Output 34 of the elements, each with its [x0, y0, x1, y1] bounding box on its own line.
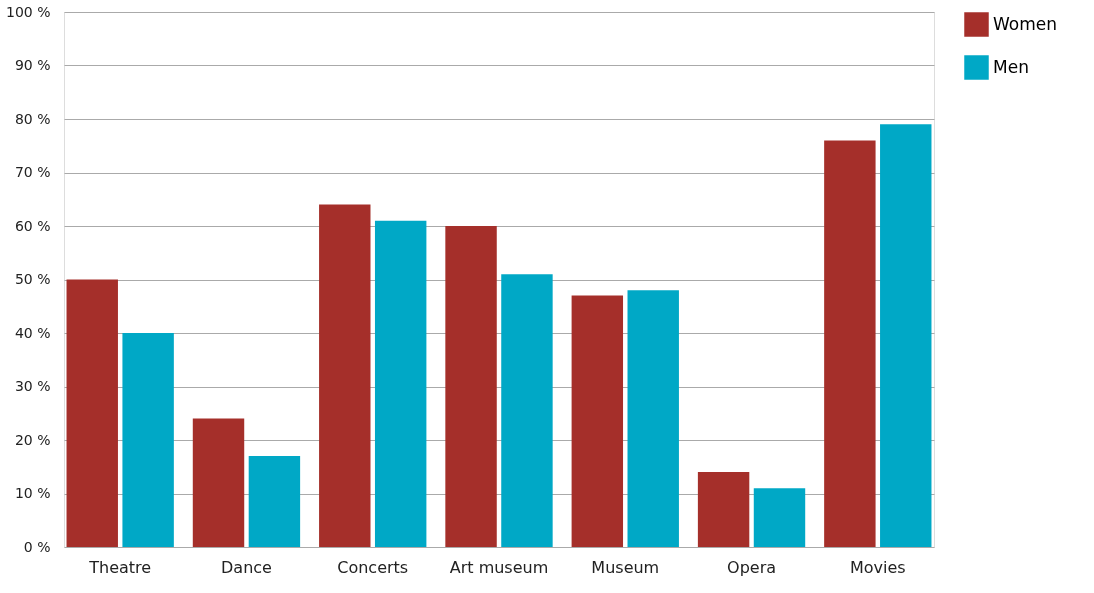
x-tick-label: Museum	[591, 557, 660, 577]
y-tick-label: 10 %	[14, 485, 51, 501]
y-tick-label: 90 %	[14, 57, 51, 73]
bar	[445, 226, 497, 547]
x-tick-label: Movies	[849, 557, 906, 577]
y-tick-label: 0 %	[23, 538, 51, 555]
bar	[880, 124, 932, 547]
x-tick-label: Concerts	[337, 557, 409, 577]
y-tick-label: 20 %	[14, 431, 51, 448]
bar	[501, 274, 553, 547]
bar	[66, 279, 118, 547]
bar	[824, 140, 876, 547]
y-tick-label: 30 %	[14, 378, 51, 394]
bar	[571, 295, 624, 547]
bar	[319, 204, 371, 547]
bar	[374, 220, 427, 547]
bar	[627, 290, 679, 547]
y-tick-label: 70 %	[14, 164, 51, 180]
bar	[248, 456, 301, 547]
bar	[753, 488, 806, 547]
y-tick-label: 50 %	[14, 271, 51, 287]
bar	[192, 418, 245, 547]
y-tick-label: 100 %	[6, 3, 51, 20]
bar	[697, 472, 750, 547]
y-tick-label: 60 %	[14, 217, 51, 234]
y-tick-label: 80 %	[14, 110, 51, 127]
legend-label: Men	[993, 56, 1029, 77]
legend-label: Women	[993, 13, 1058, 34]
x-tick-label: Art museum	[449, 557, 549, 577]
x-tick-label: Theatre	[88, 557, 152, 577]
y-tick-label: 40 %	[14, 324, 51, 341]
x-tick-label: Dance	[221, 557, 272, 577]
x-tick-label: Opera	[727, 557, 777, 577]
bar	[122, 333, 174, 547]
